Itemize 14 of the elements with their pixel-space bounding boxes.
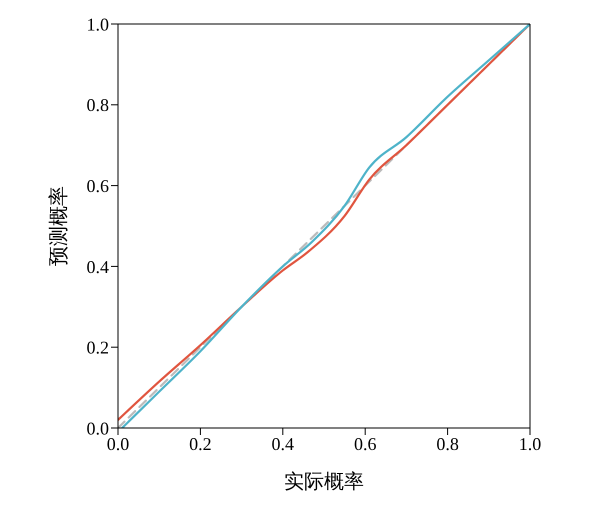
y-axis-title: 预测概率 [48,186,70,266]
x-axis-title: 实际概率 [284,471,364,493]
y-tick-label: 1.0 [86,14,109,34]
x-tick-label: 1.0 [518,434,542,454]
y-tick-label: 0.6 [86,176,109,196]
y-tick-label: 0.2 [86,338,109,358]
x-tick-label: 0.8 [436,434,459,454]
y-tick-label: 0.0 [86,418,109,438]
y-tick-label: 0.8 [86,95,109,116]
x-tick-label: 0.4 [272,434,294,454]
y-tick-label: 0.4 [86,256,109,277]
x-tick-label: 0.2 [189,434,212,454]
x-tick-label: 0.6 [354,434,376,454]
x-tick-label: 0.0 [106,434,130,454]
